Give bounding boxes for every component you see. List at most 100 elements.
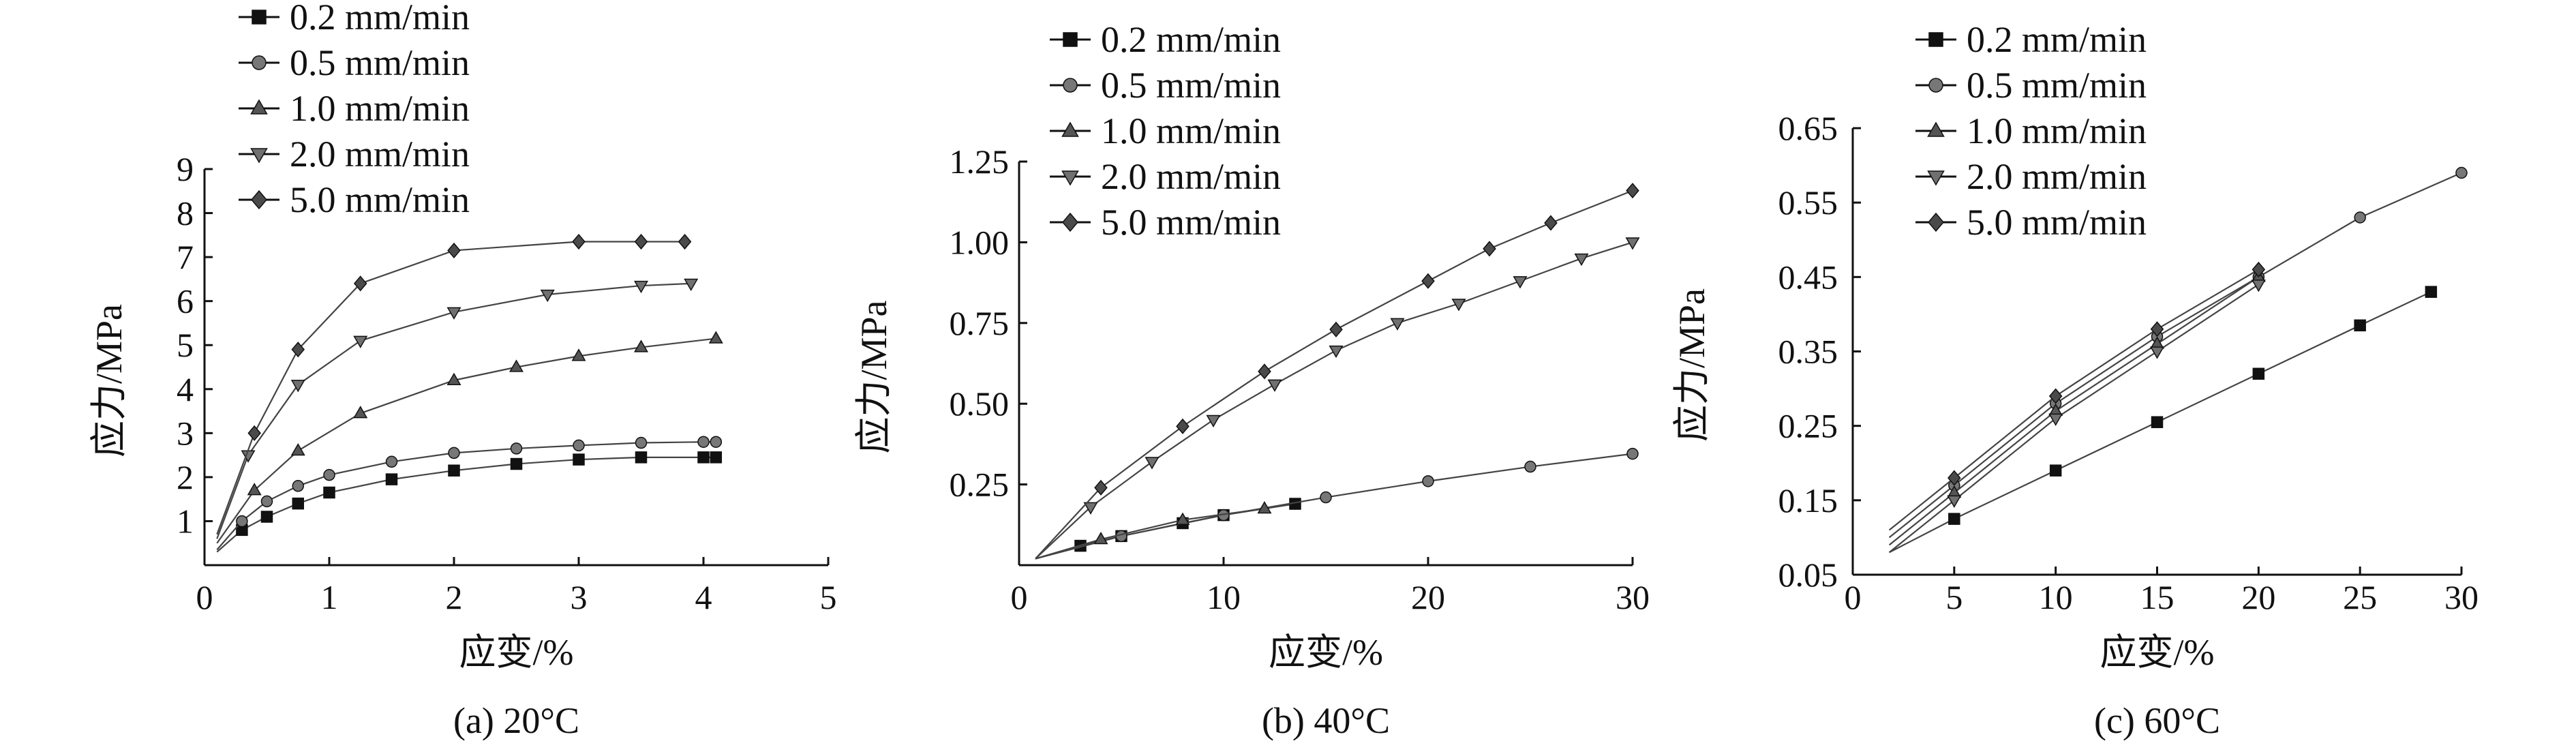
x-tick-label: 20 [1411, 578, 1445, 616]
y-tick-label: 6 [177, 282, 194, 320]
data-point [510, 457, 523, 470]
legend-marker-5 [1928, 212, 1944, 232]
series-line-1 [1035, 502, 1296, 560]
x-axis-label: 应变/% [459, 632, 574, 673]
y-tick-label: 0.55 [1778, 183, 1838, 222]
data-point [247, 425, 261, 441]
legend-label-2: 0.5 mm/min [1967, 65, 2147, 106]
data-point [510, 442, 523, 455]
data-point [1175, 512, 1190, 525]
data-point [2150, 346, 2164, 359]
data-point [540, 289, 555, 303]
data-point [710, 451, 723, 464]
data-point [448, 464, 460, 477]
chart-caption: (a) 20°C [453, 700, 579, 741]
data-point [385, 473, 398, 485]
data-point [2252, 261, 2266, 277]
data-point [1094, 479, 1108, 496]
legend-marker-1 [1928, 32, 1943, 47]
data-point [260, 511, 273, 523]
data-point [1483, 241, 1496, 257]
y-tick-label: 7 [177, 238, 194, 276]
data-point [2252, 367, 2265, 380]
y-tick-label: 0.25 [1778, 407, 1838, 445]
legend-marker-3 [1927, 121, 1945, 137]
legend-marker-5 [1062, 212, 1078, 232]
data-point [323, 468, 335, 481]
data-point [1093, 532, 1108, 545]
data-point [634, 280, 648, 294]
series-line-3 [1035, 508, 1265, 560]
data-point [446, 372, 461, 386]
y-tick-label: 0.35 [1778, 333, 1838, 371]
data-point [2048, 413, 2063, 426]
legend-label-3: 1.0 mm/min [1101, 110, 1281, 151]
data-point [2425, 286, 2438, 298]
data-point [247, 483, 262, 496]
legend-label-5: 5.0 mm/min [1967, 202, 2147, 243]
y-tick-label: 0.45 [1778, 258, 1838, 296]
data-point [1258, 363, 1271, 380]
legend-marker-5 [251, 190, 267, 210]
x-tick-label: 20 [2241, 578, 2275, 616]
data-point [2151, 416, 2164, 428]
data-point [635, 436, 648, 449]
y-tick-label: 0.05 [1778, 556, 1838, 594]
series-line-4 [216, 282, 691, 539]
series-line-3 [1888, 276, 2259, 546]
y-tick-label: 9 [177, 150, 194, 188]
x-tick-label: 0 [1011, 578, 1028, 616]
data-point [1176, 418, 1189, 434]
data-point [710, 436, 723, 448]
y-tick-label: 0.15 [1778, 481, 1838, 519]
data-point [323, 486, 335, 499]
data-point [447, 242, 461, 258]
data-point [573, 453, 585, 466]
y-tick-label: 1.25 [950, 142, 1010, 181]
data-point [353, 275, 367, 292]
data-point [1422, 475, 1434, 487]
x-tick-label: 30 [1616, 578, 1650, 616]
x-tick-label: 10 [1207, 578, 1241, 616]
data-point [2354, 211, 2366, 224]
data-point [1451, 299, 1466, 312]
data-point [290, 443, 305, 456]
data-point [1329, 345, 1344, 359]
x-tick-label: 0 [196, 578, 213, 616]
legend-label-4: 2.0 mm/min [1967, 156, 2147, 197]
legend-label-1: 0.2 mm/min [1967, 19, 2147, 60]
x-tick-label: 4 [695, 578, 712, 616]
data-point [1574, 253, 1589, 267]
legend-marker-1 [252, 10, 267, 25]
x-tick-label: 15 [2140, 578, 2175, 616]
legend-marker-2 [1063, 78, 1078, 93]
data-point [292, 480, 304, 492]
legend-label-5: 5.0 mm/min [290, 179, 470, 220]
data-point [1513, 276, 1528, 289]
y-tick-label: 0.50 [950, 384, 1010, 423]
y-tick-label: 4 [177, 370, 194, 408]
y-axis-label: 应力/MPa [1671, 288, 1712, 442]
data-point [353, 335, 368, 348]
x-axis-label: 应变/% [1269, 632, 1383, 673]
x-tick-label: 2 [446, 578, 463, 616]
x-tick-label: 0 [1845, 578, 1862, 616]
x-tick-label: 30 [2444, 578, 2479, 616]
legend-label-3: 1.0 mm/min [1967, 110, 2147, 151]
data-point [2150, 321, 2164, 337]
legend-label-4: 2.0 mm/min [290, 134, 470, 175]
legend-label-2: 0.5 mm/min [290, 42, 470, 83]
x-tick-label: 25 [2343, 578, 2377, 616]
x-tick-label: 1 [321, 578, 338, 616]
data-point [1145, 457, 1160, 470]
legend-marker-1 [1063, 32, 1078, 47]
data-point [2049, 464, 2062, 477]
x-tick-label: 5 [820, 578, 837, 616]
legend-label-1: 0.2 mm/min [1101, 19, 1281, 60]
chart-caption: (b) 40°C [1262, 700, 1390, 741]
data-point [1267, 379, 1282, 392]
data-point [697, 451, 710, 464]
series-line-1 [216, 456, 716, 553]
